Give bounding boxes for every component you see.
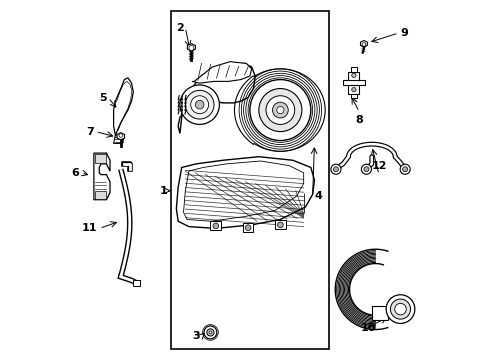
- Circle shape: [258, 89, 301, 132]
- Circle shape: [206, 329, 214, 336]
- Polygon shape: [350, 94, 356, 98]
- Text: 6: 6: [72, 168, 80, 178]
- Circle shape: [272, 102, 287, 118]
- Bar: [371, 306, 387, 320]
- Circle shape: [362, 42, 365, 46]
- Polygon shape: [360, 41, 366, 47]
- Text: 12: 12: [370, 161, 386, 171]
- Polygon shape: [113, 78, 133, 135]
- Circle shape: [203, 326, 217, 339]
- Text: 1: 1: [159, 186, 167, 196]
- Bar: [171, 12, 328, 348]
- Circle shape: [185, 90, 214, 119]
- Circle shape: [386, 295, 414, 323]
- Text: 4: 4: [314, 191, 322, 201]
- Text: 10: 10: [360, 323, 375, 333]
- Text: 9: 9: [400, 28, 407, 38]
- Text: 2: 2: [175, 23, 183, 33]
- Polygon shape: [95, 154, 106, 163]
- Circle shape: [277, 222, 283, 228]
- Circle shape: [188, 45, 194, 50]
- Text: 5: 5: [99, 93, 106, 103]
- Circle shape: [244, 225, 250, 230]
- Polygon shape: [113, 135, 124, 143]
- Polygon shape: [192, 62, 251, 83]
- Circle shape: [180, 85, 219, 125]
- Text: 3: 3: [192, 331, 199, 341]
- Circle shape: [119, 134, 122, 137]
- Circle shape: [249, 80, 310, 140]
- Circle shape: [208, 331, 211, 334]
- Bar: [274, 220, 285, 229]
- Circle shape: [363, 167, 368, 172]
- Circle shape: [394, 303, 406, 315]
- Bar: [242, 223, 253, 232]
- Circle shape: [276, 107, 284, 114]
- Circle shape: [195, 100, 203, 109]
- Polygon shape: [343, 80, 364, 85]
- Text: 8: 8: [355, 116, 363, 125]
- Text: 7: 7: [86, 127, 94, 136]
- Circle shape: [212, 223, 218, 229]
- Polygon shape: [117, 133, 124, 140]
- Circle shape: [361, 164, 371, 174]
- Text: 11: 11: [82, 224, 97, 233]
- Polygon shape: [350, 67, 356, 72]
- Circle shape: [389, 299, 410, 319]
- Polygon shape: [183, 161, 303, 221]
- Circle shape: [190, 96, 208, 114]
- Polygon shape: [94, 153, 110, 200]
- Circle shape: [399, 164, 409, 174]
- Bar: [210, 221, 221, 230]
- Circle shape: [351, 73, 355, 77]
- Circle shape: [402, 167, 407, 172]
- Circle shape: [333, 167, 338, 172]
- Polygon shape: [178, 63, 255, 134]
- Polygon shape: [176, 157, 314, 228]
- Polygon shape: [187, 44, 195, 51]
- Circle shape: [330, 164, 340, 174]
- Circle shape: [351, 87, 355, 92]
- Circle shape: [265, 96, 294, 125]
- Polygon shape: [348, 72, 359, 94]
- Bar: [133, 280, 140, 286]
- Polygon shape: [95, 192, 106, 199]
